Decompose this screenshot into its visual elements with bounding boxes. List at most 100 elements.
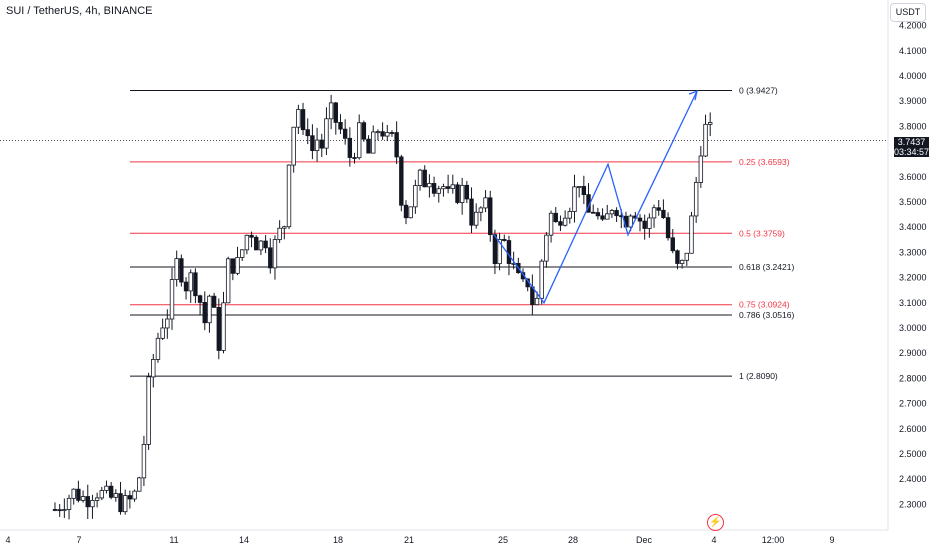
- candle-body: [239, 249, 245, 258]
- candle-body: [642, 220, 647, 229]
- candle-body: [258, 240, 264, 251]
- candle-body: [76, 488, 81, 501]
- lightning-bolt-icon[interactable]: ⚡: [707, 514, 724, 531]
- candle: [651, 204, 657, 228]
- candle-body: [698, 155, 704, 183]
- candle: [502, 234, 507, 242]
- price-tick-label: 3.5000: [899, 197, 927, 207]
- candle-body: [132, 490, 137, 500]
- candle-body: [113, 493, 119, 498]
- fibonacci-retracement[interactable]: 0 (3.9427) 0.25 (3.6593) 0.5 (3.3759) 0.618…: [130, 85, 794, 381]
- candle: [254, 235, 259, 251]
- time-axis[interactable]: 4 7 11 14 18 21 25 28 Dec 4 12:00 9: [5, 535, 834, 545]
- candle-body: [80, 496, 86, 501]
- time-tick-label: 18: [333, 535, 343, 545]
- candle: [268, 238, 273, 274]
- candle: [179, 254, 184, 287]
- candle: [165, 309, 170, 339]
- candle: [366, 135, 371, 154]
- candle-body: [670, 237, 675, 252]
- candle-body: [436, 188, 441, 194]
- candle: [614, 207, 619, 222]
- pattern-line: [493, 90, 698, 305]
- candle: [609, 208, 615, 218]
- candle: [399, 154, 404, 212]
- candle-body: [263, 240, 268, 249]
- candle: [113, 489, 119, 502]
- price-tick-label: 4.1000: [899, 46, 927, 56]
- candle: [389, 130, 395, 137]
- candle-body: [600, 215, 605, 220]
- candle-body: [202, 302, 207, 324]
- candle-body: [94, 497, 100, 501]
- candle: [436, 185, 441, 203]
- candle: [530, 274, 535, 315]
- candle-body: [469, 198, 474, 226]
- candle: [605, 204, 610, 220]
- price-tick-label: 2.8000: [899, 373, 927, 383]
- candle-body: [268, 247, 273, 269]
- time-tick-label: 21: [404, 535, 414, 545]
- candle: [225, 256, 231, 304]
- candle: [300, 102, 306, 136]
- candle-body: [605, 213, 610, 220]
- candle-body: [85, 496, 90, 508]
- candle-body: [338, 122, 343, 130]
- price-tick-label: 2.9000: [899, 348, 927, 358]
- candle: [272, 235, 278, 280]
- candle: [441, 183, 446, 197]
- candle-body: [708, 122, 713, 125]
- candle: [445, 174, 451, 194]
- candle: [600, 208, 605, 221]
- candle: [576, 186, 582, 198]
- candle: [66, 494, 72, 520]
- candle-body: [375, 131, 381, 134]
- candle: [52, 502, 58, 512]
- candle: [99, 486, 104, 501]
- candle: [497, 232, 502, 271]
- candle-body: [679, 259, 685, 264]
- price-tick-label: 3.2000: [899, 273, 927, 283]
- time-tick-label: 14: [239, 535, 249, 545]
- candle-body: [165, 318, 170, 329]
- candle-body: [693, 182, 699, 217]
- price-axis[interactable]: 4.20004.10004.00003.90003.80003.70003.60…: [899, 21, 927, 510]
- currency-selector-button[interactable]: USDT: [890, 3, 926, 22]
- candle: [71, 488, 76, 505]
- candle: [553, 207, 558, 223]
- fib-level-label: 0.75 (3.0924): [739, 300, 790, 310]
- candle: [169, 267, 175, 330]
- candle: [277, 220, 282, 243]
- candle-body: [497, 239, 502, 265]
- price-tick-label: 2.6000: [899, 424, 927, 434]
- candle-body: [413, 185, 418, 208]
- candle: [544, 232, 549, 268]
- candle: [459, 177, 465, 215]
- candle-body: [216, 306, 221, 351]
- time-tick-label: Dec: [636, 535, 653, 545]
- candle-body: [562, 217, 568, 226]
- candle: [693, 176, 699, 223]
- candle-body: [431, 183, 437, 194]
- pattern-drawing[interactable]: [493, 90, 698, 305]
- time-tick-label: 7: [76, 535, 81, 545]
- candle: [675, 249, 680, 270]
- candle: [188, 269, 193, 303]
- candle: [155, 332, 161, 363]
- candle: [483, 190, 488, 213]
- candle: [328, 94, 334, 130]
- candle-body: [408, 206, 413, 219]
- candle-body: [558, 221, 563, 226]
- candle: [80, 490, 86, 503]
- candle-body: [553, 212, 558, 223]
- candle: [656, 199, 661, 216]
- candle: [473, 203, 479, 229]
- candle-body: [483, 197, 488, 209]
- candle-body: [300, 109, 306, 131]
- candle-body: [62, 509, 67, 511]
- candle: [539, 259, 544, 305]
- candle: [314, 127, 320, 162]
- candle: [183, 277, 189, 300]
- candle: [244, 234, 250, 255]
